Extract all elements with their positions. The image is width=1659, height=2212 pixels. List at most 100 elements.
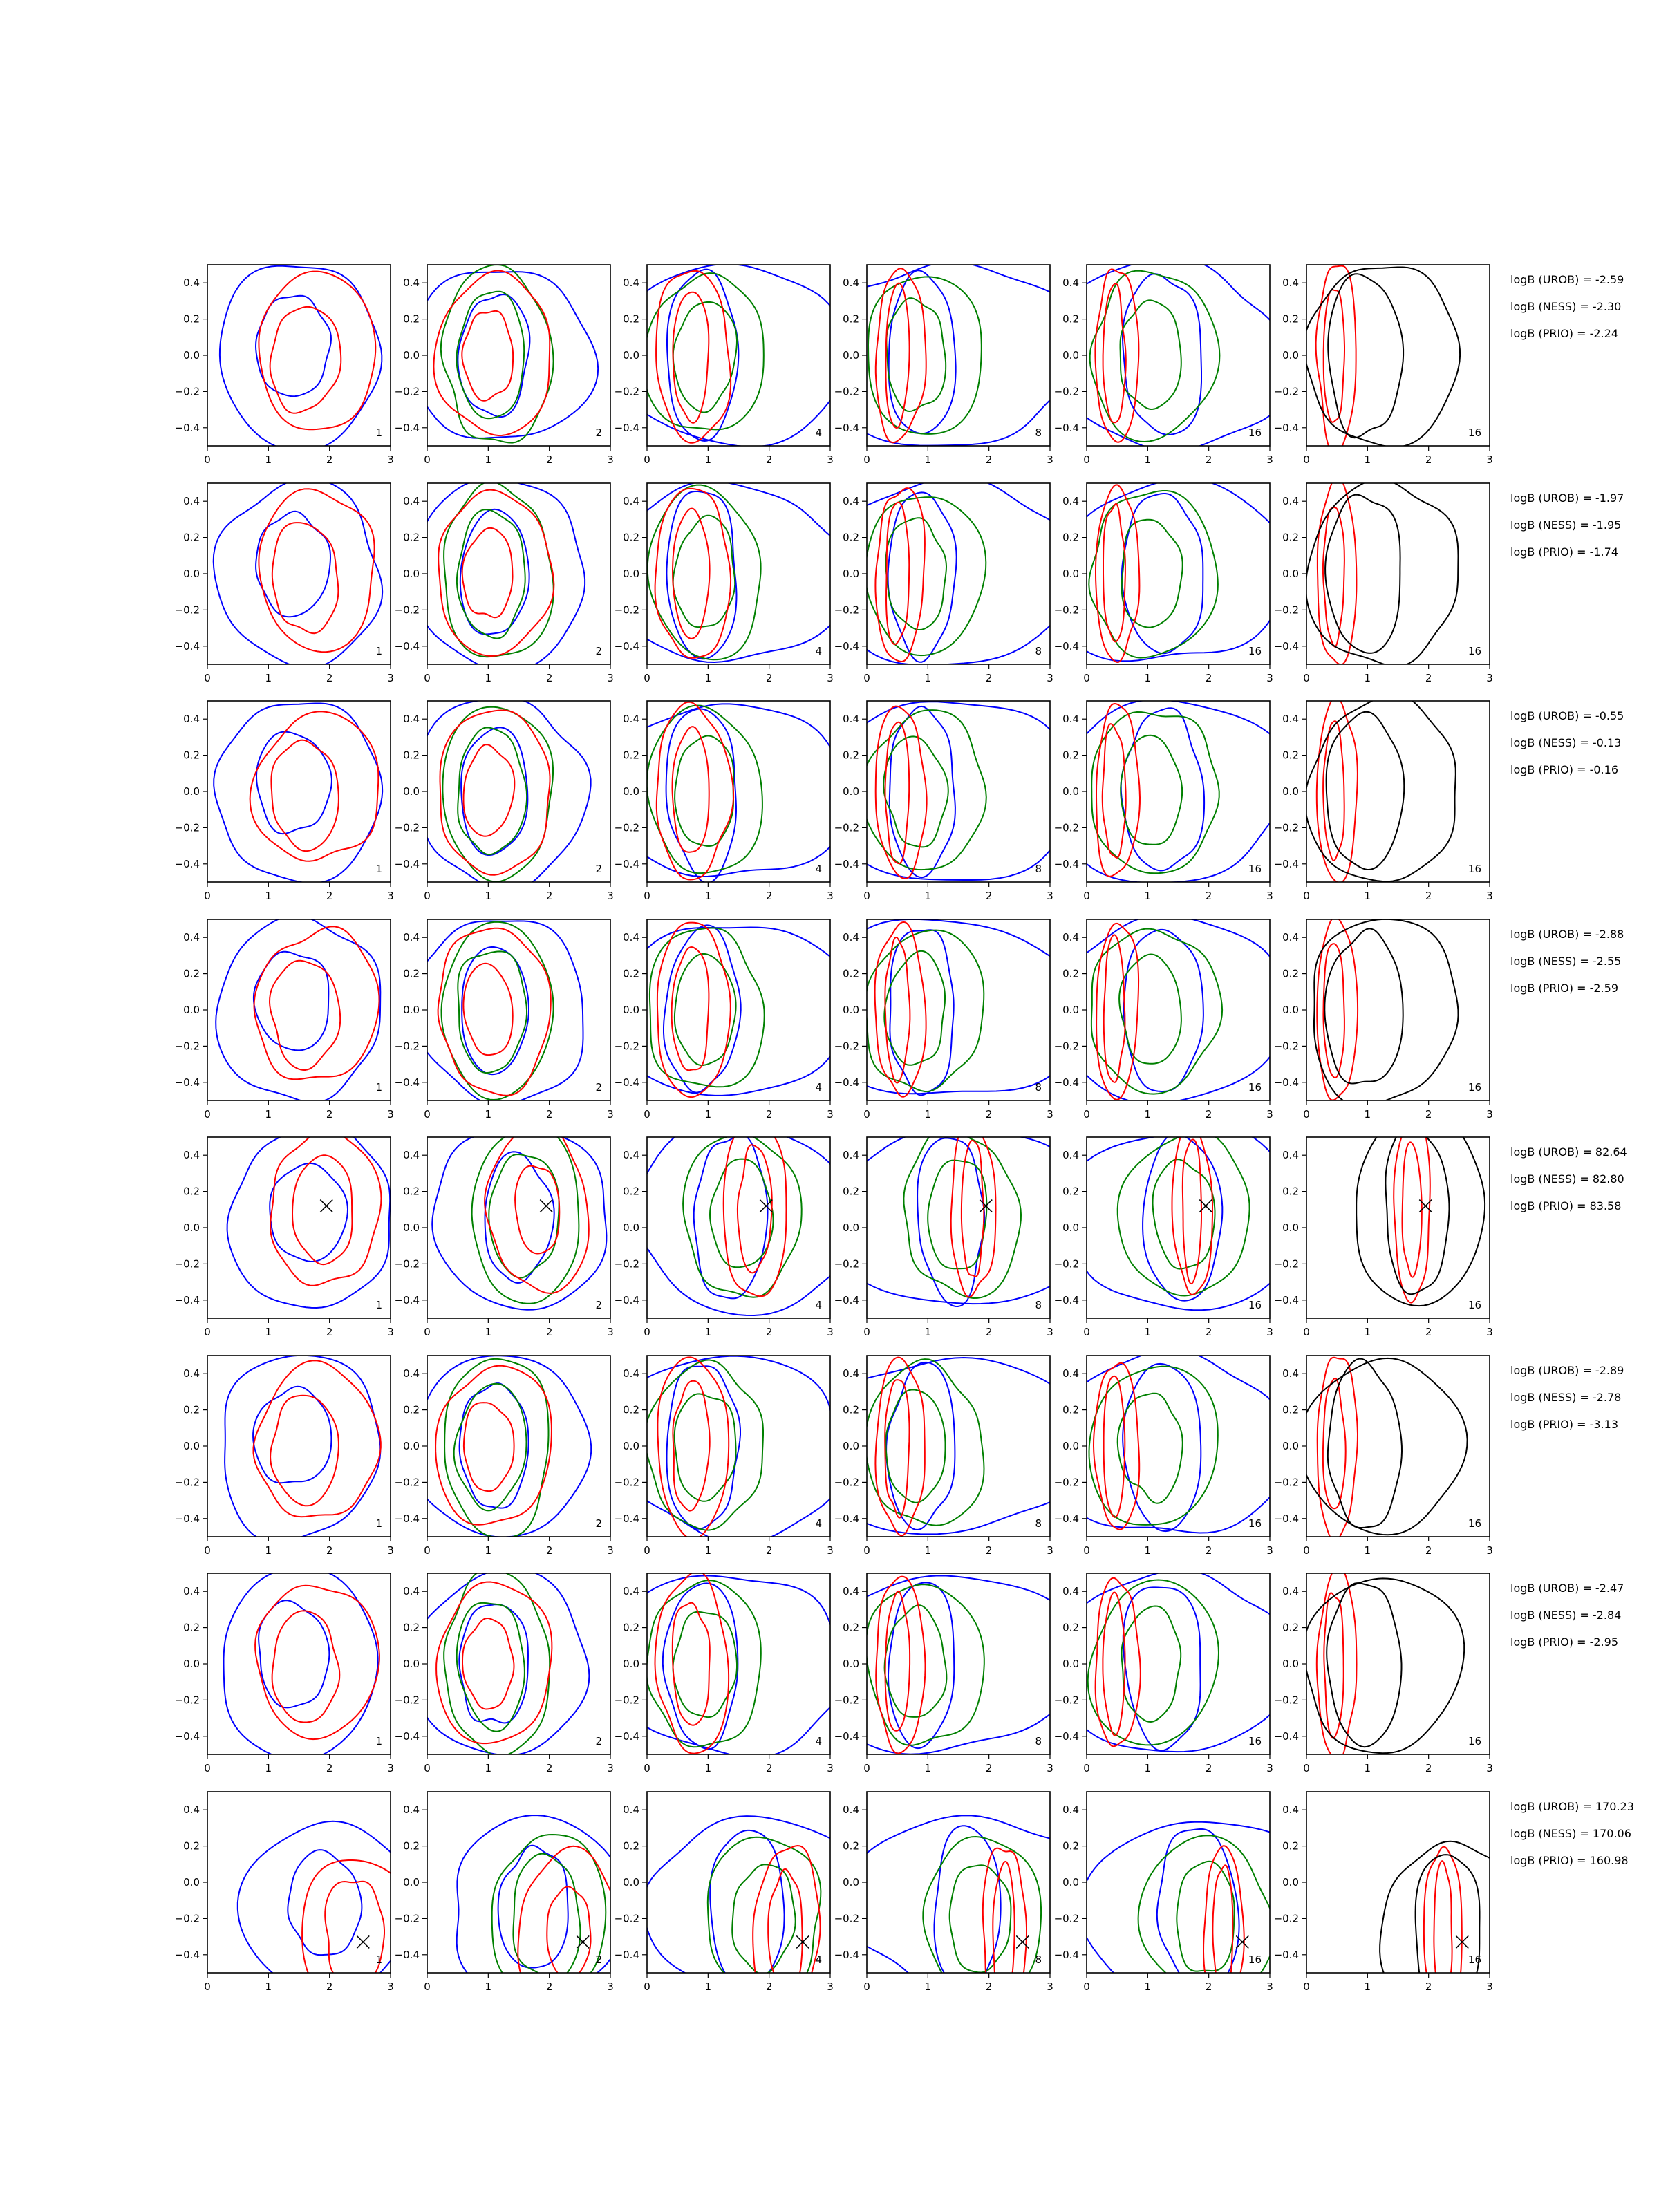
contour-blue-level-1 (1087, 265, 1270, 446)
y-tick-label: 0.2 (403, 968, 420, 980)
x-tick-label: 2 (1425, 1326, 1432, 1338)
contour-green-level-1 (443, 1573, 551, 1754)
contour-green-level-2 (1118, 953, 1182, 1065)
y-tick-label: 0.0 (1282, 1221, 1299, 1234)
contour-green-level-1 (1088, 490, 1219, 659)
logb-annotation: logB (UROB) = -2.88 (1510, 928, 1624, 941)
contour-green-level-2 (885, 297, 947, 413)
contour-blue-level-2 (887, 491, 957, 663)
y-tick-label: −0.4 (615, 1730, 639, 1743)
logb-annotation: logB (PRIO) = -2.59 (1510, 982, 1618, 995)
y-tick-label: 0.4 (183, 1149, 200, 1161)
logb-annotation: logB (UROB) = 82.64 (1510, 1145, 1627, 1159)
x-tick-label: 0 (204, 672, 211, 684)
y-tick-label: −0.4 (395, 422, 420, 434)
panel-r4-c1: 0 1 2 3 −0.4 −0.2 0.0 0.2 0.4 1 (175, 919, 394, 1121)
y-tick-label: −0.4 (395, 1730, 420, 1743)
y-tick-label: 0.2 (403, 1404, 420, 1416)
contour-blue-level-2 (497, 1844, 569, 1969)
y-tick-label: −0.2 (175, 603, 200, 616)
x-tick-label: 1 (1145, 453, 1152, 466)
contour-red-level-1 (1092, 1362, 1141, 1530)
contour-red-level-1 (722, 1137, 787, 1297)
contour-black-level-2 (1326, 1582, 1403, 1748)
contour-group (1379, 1840, 1490, 1973)
y-tick-label: −0.4 (834, 1076, 859, 1089)
contour-green-level-2 (1121, 1605, 1182, 1723)
y-tick-label: 0.4 (623, 713, 639, 725)
contour-black-level-2 (1324, 494, 1401, 654)
x-tick-label: 2 (986, 453, 993, 466)
x-tick-label: 2 (1206, 453, 1212, 466)
y-tick-label: −0.4 (834, 640, 859, 653)
panel-corner-label: 16 (1248, 645, 1262, 657)
y-tick-label: 0.0 (623, 349, 639, 362)
axes-frame (207, 1791, 391, 1974)
y-tick-label: 0.2 (623, 1622, 639, 1634)
y-tick-label: −0.4 (1054, 640, 1079, 653)
y-tick-label: 0.0 (1282, 1658, 1299, 1670)
panel-r1-c2: 0 1 2 3 −0.4 −0.2 0.0 0.2 0.4 2 (395, 264, 614, 466)
panel-corner-label: 1 (375, 1735, 382, 1747)
panel-r3-c4: 0 1 2 3 −0.4 −0.2 0.0 0.2 0.4 8 (834, 700, 1053, 902)
panel-corner-label: 2 (595, 1081, 602, 1094)
panel-r2-c4: 0 1 2 3 −0.4 −0.2 0.0 0.2 0.4 8 (834, 482, 1053, 684)
x-tick-label: 3 (827, 1108, 834, 1121)
y-tick-label: −0.2 (834, 821, 859, 834)
contour-blue-level-2 (693, 1137, 769, 1300)
axes-frame (1306, 1136, 1490, 1319)
y-tick-label: −0.2 (1054, 1694, 1079, 1706)
x-tick-label: 3 (1486, 890, 1493, 902)
logb-annotation: logB (NESS) = 170.06 (1510, 1827, 1631, 1840)
x-tick-label: 3 (387, 1108, 394, 1121)
x-tick-label: 1 (925, 1108, 932, 1121)
panel-r2-c2: 0 1 2 3 −0.4 −0.2 0.0 0.2 0.4 2 (395, 482, 614, 684)
contour-red-level-1 (253, 926, 380, 1080)
y-tick-label: 0.2 (1282, 968, 1299, 980)
contour-red-level-1 (439, 709, 551, 876)
contour-green-level-2 (731, 1864, 796, 1973)
x-tick-label: 0 (1083, 890, 1090, 902)
contour-green-level-2 (709, 1158, 774, 1268)
logb-annotation: logB (NESS) = -1.95 (1510, 518, 1621, 532)
contour-red-level-2 (672, 291, 710, 424)
x-tick-label: 2 (986, 1762, 993, 1774)
contour-group (867, 483, 1050, 664)
y-tick-label: 0.0 (623, 1876, 639, 1888)
x-tick-label: 3 (1047, 890, 1053, 902)
y-tick-label: 0.0 (403, 1876, 420, 1888)
panel-corner-label: 2 (595, 645, 602, 657)
panel-r8-c6: 0 1 2 3 −0.4 −0.2 0.0 0.2 0.4 16 (1274, 1791, 1493, 1993)
y-tick-label: −0.2 (175, 385, 200, 397)
contour-blue-level-1 (1087, 1137, 1270, 1311)
y-tick-label: −0.4 (615, 422, 639, 434)
y-tick-label: 0.0 (403, 1440, 420, 1452)
panel-corner-label: 8 (1035, 863, 1042, 875)
contour-green-level-1 (471, 1137, 580, 1304)
panel-r4-c4: 0 1 2 3 −0.4 −0.2 0.0 0.2 0.4 8 (834, 919, 1053, 1121)
panel-corner-label: 4 (815, 427, 822, 439)
logb-annotation: logB (NESS) = -2.55 (1510, 955, 1621, 968)
x-tick-label: 2 (986, 1544, 993, 1557)
x-tick-label: 1 (1365, 1108, 1371, 1121)
contour-green-level-1 (922, 1835, 1042, 1973)
contour-red-level-2 (1103, 1375, 1126, 1518)
y-tick-label: −0.2 (175, 1694, 200, 1706)
y-tick-label: 0.2 (403, 313, 420, 326)
contour-green-level-2 (453, 1382, 527, 1512)
contour-green-level-1 (1137, 1835, 1270, 1973)
contour-green-level-1 (1088, 1365, 1219, 1526)
y-tick-label: 0.0 (623, 1658, 639, 1670)
contour-blue-level-2 (269, 1162, 349, 1263)
x-tick-label: 2 (766, 1544, 773, 1557)
contour-green-level-1 (648, 927, 765, 1088)
panel-r6-c6: 0 1 2 3 −0.4 −0.2 0.0 0.2 0.4 16 (1274, 1355, 1493, 1557)
panel-corner-label: 2 (595, 427, 602, 439)
x-tick-label: 3 (387, 1762, 394, 1774)
contour-red-level-2 (671, 507, 711, 639)
contour-group (1306, 265, 1461, 446)
contour-red-level-1 (254, 1584, 380, 1741)
y-tick-label: 0.2 (623, 313, 639, 326)
y-tick-label: −0.4 (834, 858, 859, 870)
y-tick-label: 0.0 (403, 349, 420, 362)
